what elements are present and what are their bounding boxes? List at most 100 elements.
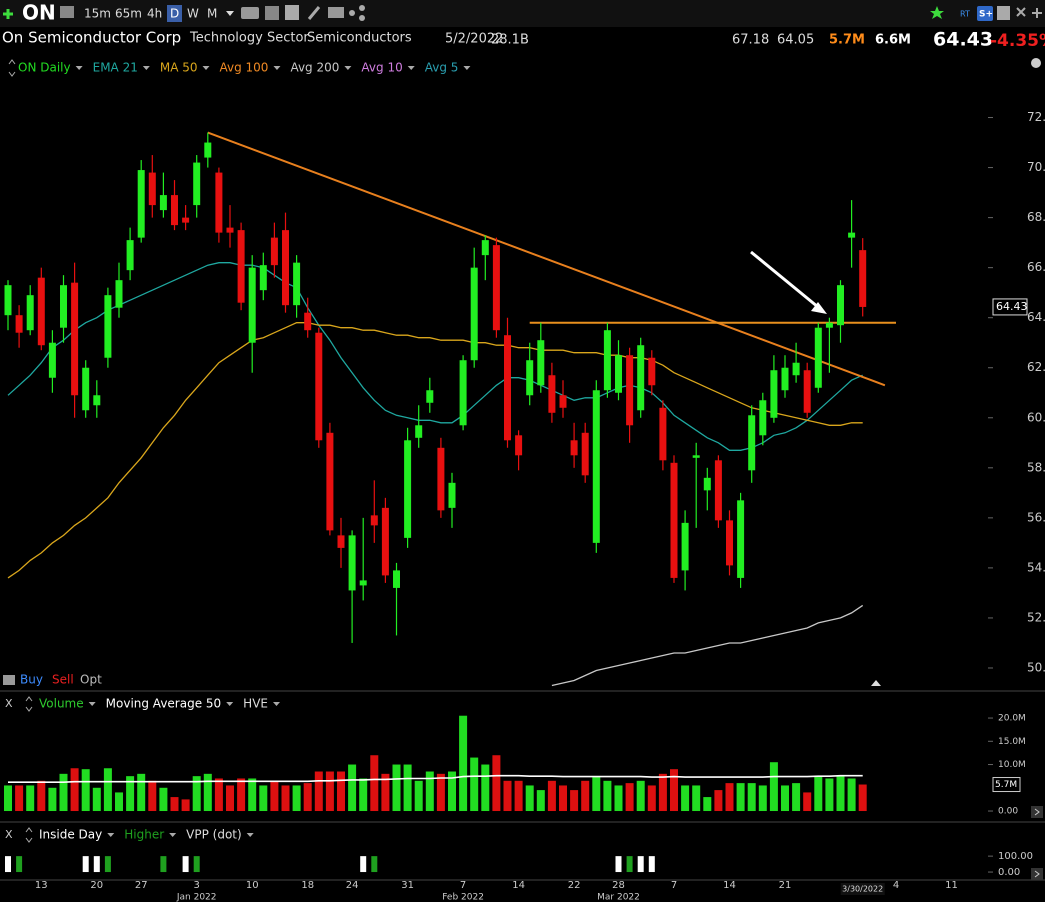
- icon[interactable]: [285, 5, 299, 20]
- icon[interactable]: [359, 5, 365, 11]
- legend-entry[interactable]: Avg 5: [425, 61, 459, 75]
- legend-entry[interactable]: EMA 21: [93, 61, 138, 75]
- y-tick-label: 68.00: [1027, 210, 1045, 224]
- legend-entry[interactable]: Avg 100: [220, 61, 269, 75]
- legend-entry[interactable]: Higher: [124, 828, 164, 842]
- dropdown[interactable]: [226, 11, 234, 16]
- legend-entry[interactable]: Inside Day: [39, 828, 102, 842]
- timeframe[interactable]: 65m: [115, 7, 142, 21]
- dropdown[interactable]: [169, 833, 177, 837]
- close-button[interactable]: X: [5, 828, 13, 841]
- legend-entry[interactable]: Avg 10: [361, 61, 402, 75]
- month-label: Mar 2022: [597, 893, 640, 902]
- scroll-button[interactable]: [1031, 806, 1043, 818]
- candle-body: [48, 342, 56, 378]
- dropdown[interactable]: [407, 66, 415, 70]
- dropdown[interactable]: [75, 66, 83, 70]
- candle-body: [226, 227, 234, 233]
- volume-bar: [359, 778, 368, 812]
- volume-bar: [714, 790, 723, 812]
- timeframe[interactable]: 4h: [147, 7, 162, 21]
- scroll-button[interactable]: [1031, 868, 1043, 880]
- volume-bar: [525, 785, 534, 812]
- candle-body: [126, 240, 134, 271]
- icon[interactable]: [241, 7, 259, 19]
- candle-body: [4, 285, 12, 316]
- icon[interactable]: [328, 7, 344, 18]
- x-tick-label: 24: [346, 880, 359, 891]
- timeframe[interactable]: D: [170, 7, 179, 21]
- rt-icon[interactable]: RT: [960, 10, 970, 19]
- icon[interactable]: [997, 6, 1010, 20]
- icon[interactable]: [359, 15, 365, 21]
- y-tick-label: 20.0M: [998, 714, 1026, 724]
- sector: Technology Sector: [189, 31, 309, 46]
- legend-entry[interactable]: VPP (dot): [186, 828, 242, 842]
- icon[interactable]: [349, 10, 355, 16]
- volume: 5.7M: [829, 33, 865, 48]
- value-label-box: [992, 777, 1021, 793]
- volume-bar: [226, 785, 234, 812]
- icon[interactable]: [60, 6, 74, 18]
- timeframe[interactable]: 15m: [84, 7, 111, 21]
- add-icon[interactable]: [3, 9, 13, 19]
- x-tick-label: 22: [568, 880, 581, 891]
- timeframe[interactable]: M: [207, 7, 217, 21]
- icon[interactable]: [1016, 7, 1026, 17]
- candle-body: [215, 172, 223, 233]
- dropdown[interactable]: [344, 66, 352, 70]
- candle-body: [481, 240, 489, 256]
- candle-body: [781, 367, 789, 391]
- trade-button[interactable]: Opt: [80, 673, 102, 687]
- trade-button[interactable]: Buy: [20, 673, 43, 687]
- dropdown[interactable]: [226, 702, 234, 706]
- candle-body: [603, 330, 611, 391]
- legend-entry[interactable]: Avg 200: [290, 61, 339, 75]
- dropdown[interactable]: [107, 833, 115, 837]
- symbol[interactable]: ON: [22, 1, 56, 25]
- volume-bar: [625, 783, 634, 812]
- dropdown[interactable]: [273, 702, 280, 706]
- scroll-marker[interactable]: [871, 680, 881, 686]
- dropdown[interactable]: [88, 702, 96, 706]
- trade-icon[interactable]: [3, 675, 15, 685]
- trade-button[interactable]: Sell: [52, 673, 74, 687]
- x-tick-label: 21: [779, 880, 792, 891]
- x-tick-label: 18: [301, 880, 314, 891]
- last-price-box: [992, 298, 1028, 316]
- x-tick-label: 3: [194, 880, 200, 891]
- volume-bar: [758, 785, 767, 812]
- dropdown[interactable]: [142, 66, 150, 70]
- value-label: 5.7M: [995, 780, 1017, 790]
- dropdown[interactable]: [273, 66, 281, 70]
- volume-bar: [314, 771, 323, 812]
- dropdown[interactable]: [202, 66, 210, 70]
- month-label: Feb 2022: [442, 893, 484, 902]
- scroll-arrow[interactable]: [1034, 808, 1040, 816]
- scroll-arrow[interactable]: [1034, 870, 1040, 878]
- legend-entry[interactable]: Volume: [39, 697, 84, 711]
- star-icon[interactable]: [930, 6, 944, 19]
- candle-body: [748, 415, 756, 471]
- legend-entry[interactable]: Moving Average 50: [106, 697, 222, 711]
- dropdown[interactable]: [246, 833, 254, 837]
- candle-body: [237, 230, 245, 303]
- icon[interactable]: [1032, 8, 1042, 18]
- volume-bar: [203, 773, 212, 812]
- timeframe[interactable]: W: [187, 7, 199, 21]
- icon[interactable]: [977, 6, 993, 21]
- average-line: [8, 774, 863, 783]
- palette-icon[interactable]: [1031, 58, 1041, 68]
- legend-entry[interactable]: MA 50: [160, 61, 198, 75]
- close-button[interactable]: X: [5, 697, 13, 710]
- y-tick-label: 0.00: [998, 807, 1018, 817]
- s-plus-icon[interactable]: S+: [979, 10, 993, 20]
- dropdown[interactable]: [463, 66, 471, 70]
- legend-entry[interactable]: HVE: [243, 697, 268, 711]
- x-tick-label: 31: [401, 880, 414, 891]
- y-tick-label: 64.00: [1027, 310, 1045, 324]
- icon[interactable]: [307, 6, 321, 20]
- volume-bar: [836, 776, 845, 812]
- legend-entry[interactable]: ON Daily: [18, 61, 71, 75]
- icon[interactable]: [265, 6, 279, 20]
